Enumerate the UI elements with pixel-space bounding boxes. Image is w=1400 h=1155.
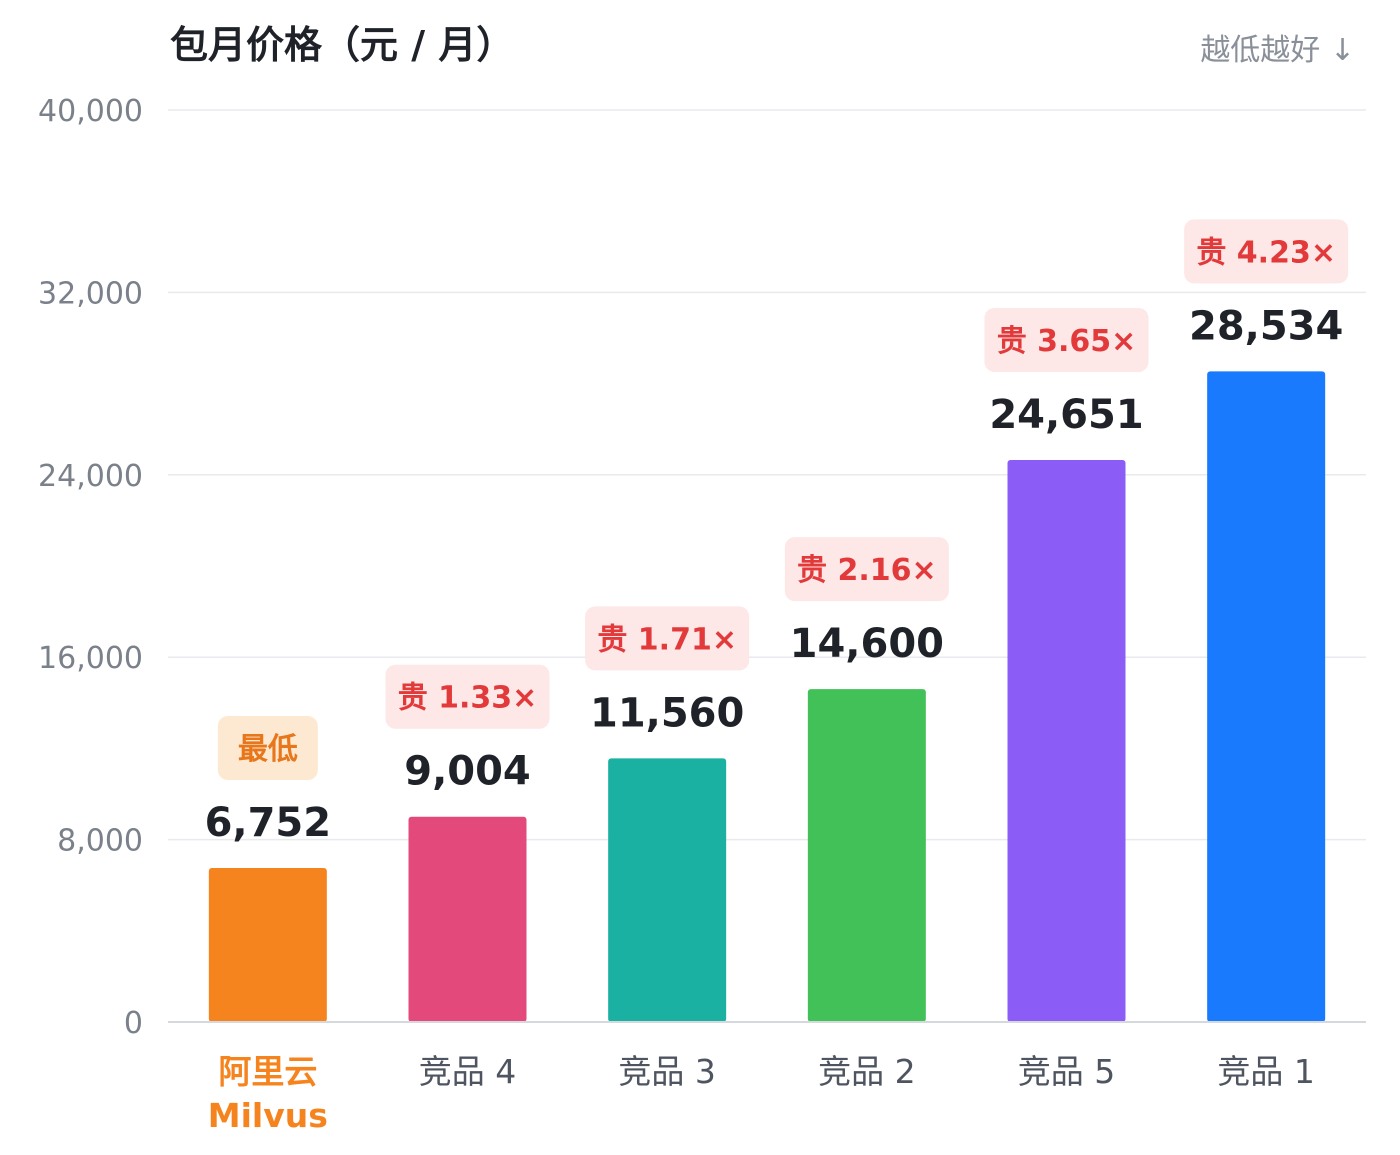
grid-lines: [168, 109, 1366, 841]
price-multiple-badge: 贵 1.33×: [398, 681, 538, 716]
y-tick-label: 8,000: [57, 824, 143, 859]
y-tick-label: 24,000: [38, 459, 143, 494]
price-multiple-badge: 贵 1.71×: [597, 622, 737, 657]
bar: [807, 689, 926, 1022]
x-category-label: 竞品 4: [419, 1052, 517, 1091]
bar-group: 14,600 贵 2.16× 竞品 2: [784, 537, 949, 1091]
badge-background: [217, 716, 318, 781]
badge-background: [984, 307, 1149, 372]
x-category-label: Milvus: [208, 1096, 328, 1135]
x-category-label: 竞品 3: [618, 1052, 716, 1091]
y-axis-ticks: 0 8,000 16,000 24,000 32,000 40,000: [38, 94, 143, 1041]
x-category-label: 阿里云: [218, 1052, 317, 1091]
bar: [1207, 371, 1326, 1022]
bar: [208, 868, 327, 1022]
badge-background: [385, 664, 550, 729]
bar-group: 11,560 贵 1.71× 竞品 3: [585, 606, 750, 1091]
bar: [408, 816, 527, 1022]
bar: [608, 758, 727, 1022]
bar-value-label: 9,004: [404, 749, 531, 795]
y-tick-label: 40,000: [38, 94, 143, 129]
bar-value-label: 28,534: [1189, 303, 1343, 349]
bar-value-label: 6,752: [205, 800, 332, 846]
bar: [1007, 459, 1126, 1022]
badge-background: [784, 537, 949, 602]
lowest-badge: 最低: [238, 732, 298, 767]
chart-title: 包月价格（元 / 月）: [170, 23, 514, 67]
price-multiple-badge: 贵 4.23×: [1196, 235, 1336, 270]
y-tick-label: 16,000: [38, 641, 143, 676]
bar-value-label: 11,560: [590, 690, 744, 736]
y-tick-label: 32,000: [38, 276, 143, 311]
x-category-label: 竞品 2: [818, 1052, 916, 1091]
badge-background: [1184, 219, 1349, 284]
price-multiple-badge: 贵 3.65×: [997, 324, 1137, 359]
bar-value-label: 14,600: [790, 621, 944, 667]
bar-value-label: 24,651: [989, 392, 1143, 438]
lower-is-better-hint: 越低越好 ↓: [1200, 33, 1355, 68]
price-multiple-badge: 贵 2.16×: [797, 553, 937, 588]
x-category-label: 竞品 1: [1217, 1052, 1315, 1091]
badge-background: [585, 606, 750, 671]
bar-group: 24,651 贵 3.65× 竞品 5: [984, 307, 1149, 1091]
bar-group: 9,004 贵 1.33× 竞品 4: [385, 664, 550, 1091]
x-category-label: 竞品 5: [1018, 1052, 1116, 1091]
bar-group: 28,534 贵 4.23× 竞品 1: [1184, 219, 1349, 1091]
y-tick-label: 0: [124, 1006, 143, 1041]
